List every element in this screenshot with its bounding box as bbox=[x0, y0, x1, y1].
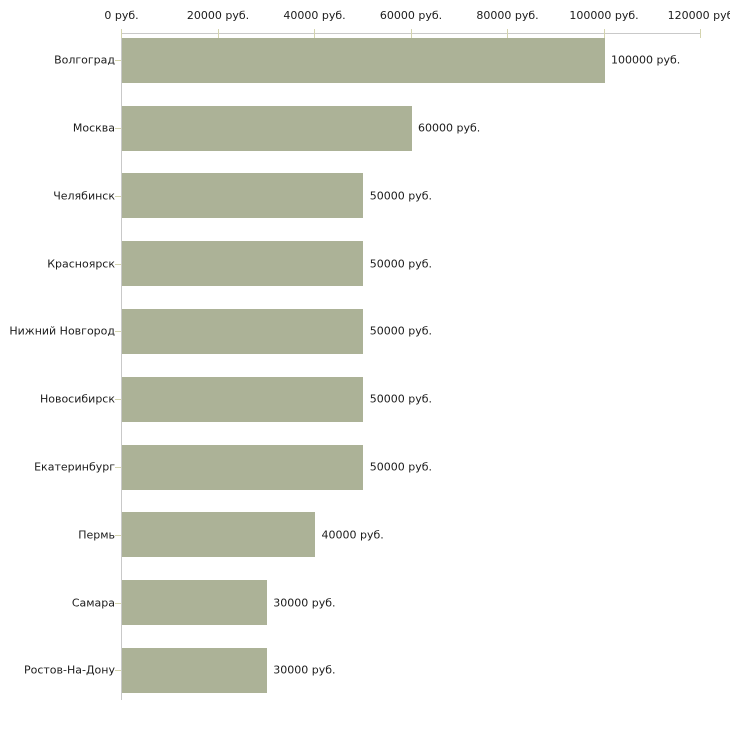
category-label: Екатеринбург bbox=[34, 460, 115, 474]
value-label: 30000 руб. bbox=[273, 663, 336, 677]
x-axis-tick bbox=[507, 29, 508, 38]
category-label: Нижний Новгород bbox=[9, 324, 115, 338]
bar bbox=[122, 647, 267, 693]
value-label: 50000 руб. bbox=[369, 392, 433, 406]
category-label: Москва bbox=[72, 121, 115, 135]
category-tick bbox=[115, 670, 121, 672]
x-axis-tick bbox=[121, 29, 122, 38]
x-axis-tick-label: 0 руб. bbox=[104, 9, 139, 22]
x-axis-tick-label: 20000 руб. bbox=[186, 9, 250, 22]
bar bbox=[122, 580, 267, 626]
x-axis-tick bbox=[217, 29, 219, 38]
category-label: Пермь bbox=[78, 528, 115, 542]
x-axis-tick bbox=[314, 29, 315, 38]
category-label: Самара bbox=[71, 596, 115, 610]
x-axis-tick-label: 40000 руб. bbox=[283, 9, 346, 22]
value-label: 50000 руб. bbox=[369, 257, 433, 271]
x-axis-tick bbox=[410, 29, 412, 38]
x-axis-tick-label: 80000 руб. bbox=[476, 9, 539, 22]
value-label: 50000 руб. bbox=[369, 324, 433, 338]
bar bbox=[122, 444, 364, 490]
x-axis-tick bbox=[603, 29, 605, 38]
value-label: 100000 руб. bbox=[611, 53, 681, 67]
category-label: Новосибирск bbox=[39, 392, 115, 406]
x-axis-tick-label: 120000 руб bbox=[667, 9, 730, 22]
x-axis-tick-label: 100000 руб. bbox=[569, 9, 639, 22]
category-tick bbox=[115, 534, 121, 536]
value-label: 60000 руб. bbox=[418, 121, 481, 135]
x-axis-tick bbox=[700, 29, 701, 38]
category-tick bbox=[115, 467, 121, 468]
category-label: Челябинск bbox=[53, 189, 115, 203]
category-tick bbox=[115, 399, 121, 401]
bar bbox=[122, 105, 412, 151]
category-tick bbox=[115, 60, 121, 62]
bar bbox=[122, 37, 605, 83]
bar bbox=[122, 512, 315, 558]
category-label: Ростов-На-Дону bbox=[23, 663, 115, 677]
category-tick bbox=[115, 602, 121, 604]
category-tick bbox=[115, 263, 121, 265]
category-tick bbox=[115, 331, 121, 333]
value-label: 40000 руб. bbox=[321, 528, 384, 542]
value-label: 30000 руб. bbox=[273, 596, 336, 610]
bar bbox=[122, 173, 364, 219]
category-label: Красноярск bbox=[47, 257, 115, 271]
bar bbox=[122, 241, 364, 287]
category-tick bbox=[115, 195, 121, 197]
bar bbox=[122, 308, 364, 354]
bar bbox=[122, 376, 364, 422]
category-label: Волгоград bbox=[54, 53, 115, 67]
value-label: 50000 руб. bbox=[369, 189, 433, 203]
x-axis-tick-label: 60000 руб. bbox=[379, 9, 443, 22]
category-tick bbox=[115, 128, 121, 129]
y-axis-line bbox=[121, 33, 122, 700]
value-label: 50000 руб. bbox=[369, 460, 433, 474]
